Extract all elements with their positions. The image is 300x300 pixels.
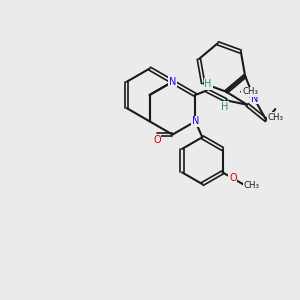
Text: H: H bbox=[221, 102, 228, 112]
Text: N: N bbox=[192, 116, 199, 126]
Text: O: O bbox=[229, 173, 237, 183]
Text: CH₃: CH₃ bbox=[243, 181, 259, 190]
Text: O: O bbox=[153, 135, 161, 145]
Text: N: N bbox=[250, 94, 258, 104]
Text: H: H bbox=[204, 79, 212, 89]
Text: CH₃: CH₃ bbox=[242, 87, 258, 96]
Text: N: N bbox=[169, 77, 176, 87]
Text: CH₃: CH₃ bbox=[267, 113, 283, 122]
